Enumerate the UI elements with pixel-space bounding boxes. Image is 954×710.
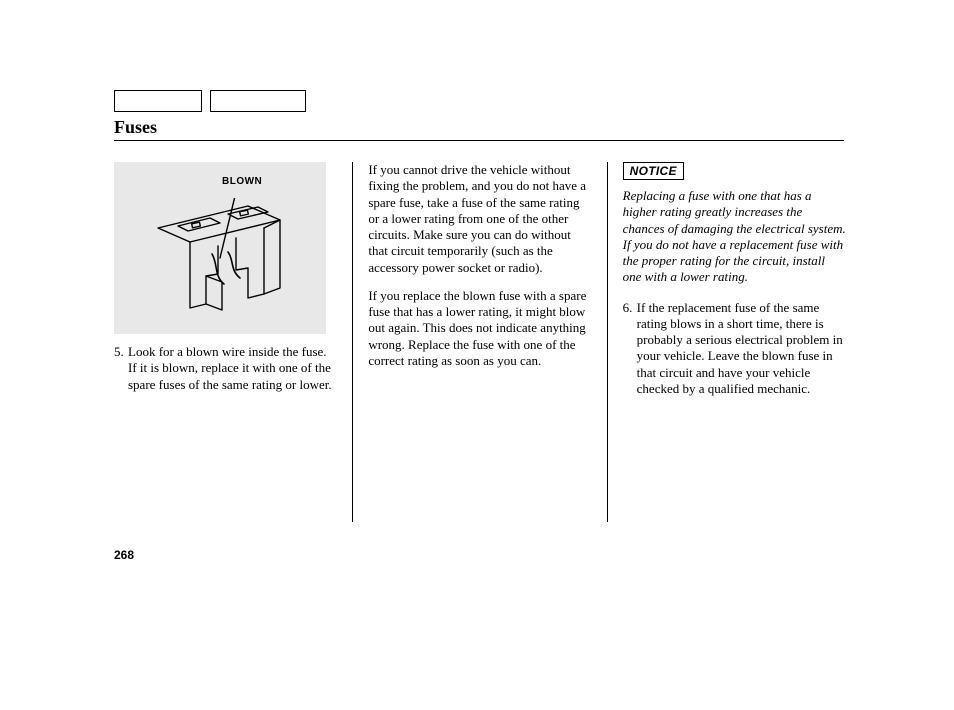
fuse-figure: BLOWN xyxy=(114,162,326,334)
page-title: Fuses xyxy=(114,117,157,138)
page-number: 268 xyxy=(114,548,134,562)
header-box-1 xyxy=(114,90,202,112)
columns: BLOWN xyxy=(114,162,846,522)
column-1: BLOWN xyxy=(114,162,337,522)
header-blank-boxes xyxy=(114,90,306,112)
header-box-2 xyxy=(210,90,306,112)
step-6-number: 6. xyxy=(623,300,637,398)
col2-paragraph-2: If you replace the blown fuse with a spa… xyxy=(368,288,591,369)
notice-text: Replacing a fuse with one that has a hig… xyxy=(623,188,846,286)
col2-paragraph-1: If you cannot drive the vehicle without … xyxy=(368,162,591,276)
column-2: If you cannot drive the vehicle without … xyxy=(368,162,591,522)
step-5-number: 5. xyxy=(114,344,128,393)
title-rule xyxy=(114,140,844,141)
notice-label-box: NOTICE xyxy=(623,162,684,180)
column-3: NOTICE Replacing a fuse with one that ha… xyxy=(623,162,846,522)
step-6-text: If the replacement fuse of the same rati… xyxy=(637,300,846,398)
step-5-text: Look for a blown wire inside the fuse. I… xyxy=(128,344,337,393)
step-5: 5. Look for a blown wire inside the fuse… xyxy=(114,344,337,393)
column-separator-2 xyxy=(607,162,608,522)
column-separator-1 xyxy=(352,162,353,522)
fuse-illustration xyxy=(140,198,300,326)
page-root: Fuses BLOWN xyxy=(0,0,954,710)
step-6: 6. If the replacement fuse of the same r… xyxy=(623,300,846,398)
figure-label-blown: BLOWN xyxy=(222,176,262,189)
